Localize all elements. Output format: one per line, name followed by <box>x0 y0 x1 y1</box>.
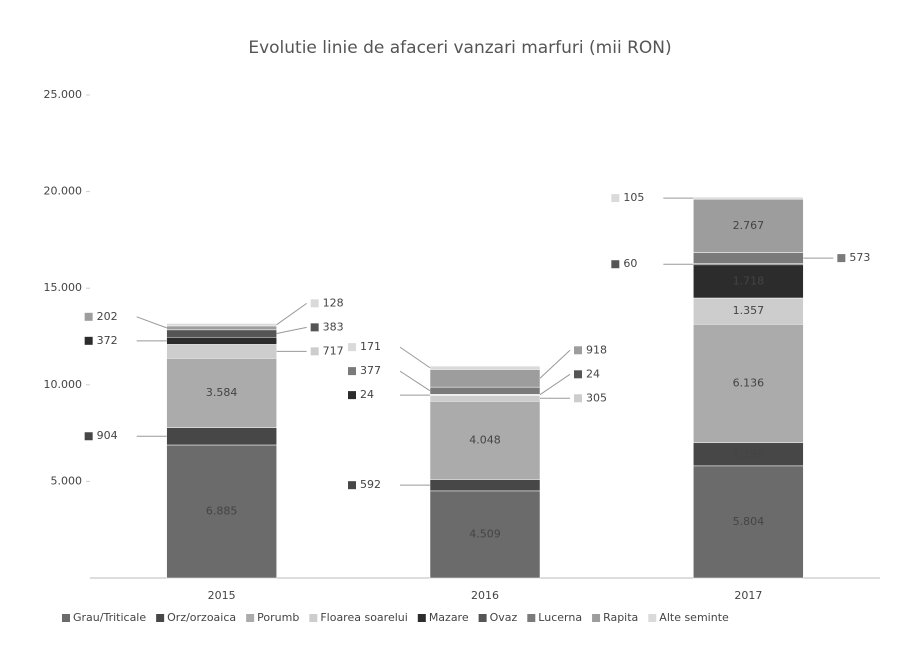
legend-label: Rapita <box>603 611 638 624</box>
legend-swatch <box>648 614 657 622</box>
x-tick-label: 2016 <box>471 589 499 602</box>
leader-line <box>399 346 431 369</box>
bar-segment <box>166 344 277 359</box>
bar-segment <box>693 198 804 253</box>
label-marker <box>837 254 846 263</box>
legend-label: Grau/Triticale <box>73 611 146 624</box>
label-marker <box>348 343 356 352</box>
data-label: 573 <box>849 251 870 264</box>
bar-segment <box>429 395 541 402</box>
label-marker <box>84 312 93 321</box>
data-label: 24 <box>360 388 374 401</box>
bar-segment <box>166 325 277 331</box>
bar-segment <box>693 196 804 200</box>
data-label: 4.509 <box>469 527 501 540</box>
label-marker <box>84 336 93 345</box>
data-label: 1.718 <box>733 274 765 287</box>
bar-segment <box>429 479 541 492</box>
legend-label: Floarea soarelui <box>320 611 407 624</box>
label-marker <box>348 481 356 490</box>
bar-segment <box>166 336 277 345</box>
label-marker <box>348 367 356 376</box>
leader-line <box>539 373 571 396</box>
leader-line <box>539 349 571 379</box>
bar-segment <box>429 386 541 395</box>
bar-segment <box>166 444 277 579</box>
y-tick-label: 15.000 <box>44 281 83 294</box>
data-label: 904 <box>97 429 118 442</box>
label-marker <box>574 370 582 379</box>
bar-segment <box>693 297 804 325</box>
legend-label: Lucerna <box>538 611 582 624</box>
x-tick-label: 2015 <box>208 589 236 602</box>
data-label: 6.885 <box>206 504 238 517</box>
data-label: 377 <box>360 364 381 377</box>
label-marker <box>348 391 356 400</box>
label-marker <box>574 346 582 355</box>
legend-label: Orz/orzoaica <box>167 611 236 624</box>
label-marker <box>84 432 93 441</box>
bar-segment <box>429 369 541 388</box>
legend-swatch <box>527 614 536 622</box>
bar-segment <box>166 323 277 327</box>
leader-line <box>276 326 307 335</box>
data-label: 1.196 <box>733 447 765 460</box>
leader-line <box>399 370 431 392</box>
chart-title: Evolutie linie de afaceri vanzari marfur… <box>248 38 671 58</box>
data-label: 2.767 <box>733 219 765 232</box>
y-tick-label: 10.000 <box>44 378 83 391</box>
legend-label: Mazare <box>429 611 469 624</box>
label-marker <box>574 394 582 403</box>
data-label: 6.136 <box>733 376 765 389</box>
legend-label: Ovaz <box>490 611 518 624</box>
label-marker <box>310 299 319 308</box>
bar-segment <box>166 427 277 446</box>
legend-swatch <box>417 614 426 622</box>
y-tick-label: 25.000 <box>44 88 83 101</box>
bar-segment <box>693 252 804 264</box>
y-tick-label: 20.000 <box>44 185 83 198</box>
data-label: 1.357 <box>733 304 765 317</box>
bar-segment <box>693 264 804 299</box>
bar-segment <box>166 329 277 338</box>
data-label: 305 <box>586 391 607 404</box>
data-label: 5.804 <box>733 515 765 528</box>
legend-swatch <box>309 614 318 622</box>
data-label: 383 <box>323 320 344 333</box>
bar-segment <box>429 490 541 579</box>
bar-segment <box>429 400 541 480</box>
data-label: 4.048 <box>469 433 501 446</box>
legend-label: Porumb <box>257 611 299 624</box>
leader-line <box>136 316 167 329</box>
x-tick-label: 2017 <box>734 589 762 602</box>
label-marker <box>611 194 620 203</box>
data-label: 171 <box>360 340 381 353</box>
data-label: 128 <box>323 296 344 309</box>
legend-swatch <box>592 614 601 622</box>
data-label: 717 <box>323 344 344 357</box>
data-label: 918 <box>586 343 607 356</box>
data-label: 592 <box>360 478 381 491</box>
data-label: 60 <box>623 257 637 270</box>
legend-swatch <box>156 614 165 622</box>
legend-label: Alte seminte <box>659 611 729 624</box>
data-label: 24 <box>586 367 600 380</box>
bar-segment <box>693 323 804 444</box>
legend-swatch <box>478 614 487 622</box>
data-label: 105 <box>623 191 644 204</box>
y-tick-label: 5.000 <box>51 474 83 487</box>
label-marker <box>310 323 319 332</box>
bar-segment <box>166 358 277 428</box>
bar-segment <box>693 465 804 579</box>
leader-line <box>276 302 307 326</box>
data-label: 372 <box>97 334 118 347</box>
legend-swatch <box>246 614 255 622</box>
label-marker <box>611 260 620 269</box>
data-label: 202 <box>97 310 118 323</box>
label-marker <box>310 347 319 356</box>
legend-swatch <box>62 614 70 622</box>
data-label: 3.584 <box>206 386 238 399</box>
bar-segment <box>429 365 541 370</box>
